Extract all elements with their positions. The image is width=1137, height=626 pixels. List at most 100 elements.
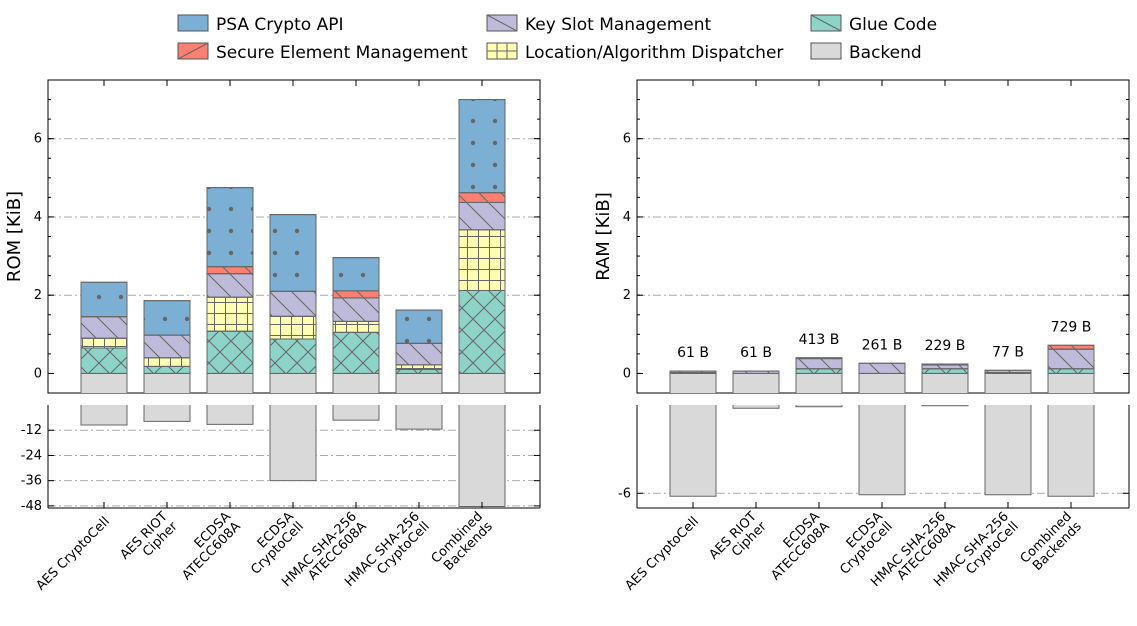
bar-annotation: 77 B [992, 344, 1024, 360]
legend-item-dispatch: Location/Algorithm Dispatcher [486, 42, 783, 63]
bar-annotation: 61 B [677, 345, 709, 361]
legend: PSA Crypto API Key Slot Management Glue … [177, 14, 937, 63]
bar-backend-ecdsa-atecc608a-lower [207, 405, 253, 425]
bar-backend-ecdsa-atecc608a-lower [796, 405, 842, 407]
bar-key-slot-management-aes-riot-cipher-hatch [143, 334, 191, 359]
y-tick-label: 0 [34, 366, 42, 381]
bar-backend-hmac-sha-256-cryptocell-upper [985, 373, 1031, 393]
bar-backend-hmac-sha-256-cryptocell-lower [396, 405, 442, 430]
bar-location-algorithm-dispatcher-hmac-sha-256-cryptocell-hatch [395, 364, 443, 371]
bar-key-slot-management-hmac-sha-256-atecc608a-hatch [332, 297, 380, 322]
bar-key-slot-management-hmac-sha-256-cryptocell-hatch [984, 369, 1032, 374]
bar-secure-element-management-ecdsa-atecc608a-hatch [795, 357, 843, 360]
bar-glue-code-combined-backends-hatch [458, 289, 506, 374]
bar-secure-element-management-hmac-sha-256-atecc608a-hatch [332, 290, 380, 299]
legend-label-dispatch: Location/Algorithm Dispatcher [525, 43, 783, 63]
bar-backend-hmac-sha-256-atecc608a-outline [332, 405, 380, 421]
bar-backend-hmac-sha-256-cryptocell-outline [984, 405, 1032, 496]
bar-key-slot-management-hmac-sha-256-cryptocell-hatch [395, 342, 443, 366]
bar-backend-hmac-sha-256-atecc608a-outline [921, 405, 969, 407]
bar-backend-aes-riot-cipher-outline [732, 405, 780, 409]
bar-backend-hmac-sha-256-atecc608a-upper [333, 373, 379, 393]
bar-glue-code-aes-riot-cipher-hatch [143, 365, 191, 374]
y-tick-label: -48 [21, 499, 42, 514]
legend-item-ksm: Key Slot Management [486, 14, 712, 35]
bar-secure-element-management-combined-backends-hatch [1047, 344, 1095, 350]
bar-psa-crypto-api-hmac-sha-256-cryptocell-hatch [395, 309, 443, 344]
bar-backend-hmac-sha-256-atecc608a-upper [922, 373, 968, 393]
bar-glue-code-ecdsa-cryptocell-hatch [269, 338, 317, 374]
bar-key-slot-management-combined-backends-hatch [458, 201, 506, 231]
bar-backend-aes-cryptocell-lower [670, 405, 716, 497]
bar-backend-hmac-sha-256-atecc608a-lower [333, 405, 379, 421]
y-tick-label: 2 [623, 288, 631, 303]
bar-psa-crypto-api-ecdsa-atecc608a-hatch [206, 187, 254, 268]
bar-backend-aes-cryptocell-lower [81, 405, 127, 425]
bar-backend-ecdsa-atecc608a-upper [796, 373, 842, 393]
x-tick-label: CombinedBackends [429, 509, 496, 576]
bar-backend-combined-backends-lower [459, 405, 505, 507]
bar-secure-element-management-combined-backends-hatch [458, 192, 506, 203]
panel-rom-kib: 0 2 4 6 -12 -24 -36 -48 ROM [KiB] AES CryptoCell A… [4, 79, 541, 594]
bar-key-slot-management-aes-cryptocell-hatch [80, 316, 128, 339]
y-tick-label: -24 [21, 448, 42, 463]
legend-hatch-glue [810, 14, 842, 32]
bar-annotation: 729 B [1051, 319, 1092, 335]
legend-item-psa: PSA Crypto API [177, 14, 343, 35]
bar-backend-ecdsa-cryptocell-outline [858, 405, 906, 496]
x-tick-label: AES RIOTCipher [117, 509, 181, 573]
legend-label-psa: PSA Crypto API [216, 15, 343, 35]
y-tick-label: 0 [623, 366, 631, 381]
bar-backend-aes-riot-cipher-outline [143, 405, 191, 422]
bar-backend-aes-riot-cipher-upper [733, 373, 779, 393]
legend-item-backend: Backend [810, 42, 922, 63]
y-axis-label: RAM [KiB] [593, 192, 614, 281]
bar-backend-aes-riot-cipher-upper [144, 373, 190, 393]
legend-label-backend: Backend [849, 43, 922, 63]
bar-key-slot-management-ecdsa-atecc608a-hatch [206, 273, 254, 298]
legend-label-glue: Glue Code [849, 15, 937, 35]
bar-glue-code-combined-backends-hatch [1047, 368, 1095, 374]
bar-psa-crypto-api-ecdsa-cryptocell-hatch [269, 214, 317, 292]
bar-annotation: 261 B [862, 337, 903, 353]
x-tick-label: CombinedBackends [1018, 509, 1085, 576]
x-tick-label: AES CryptoCell [33, 514, 112, 593]
bar-backend-combined-backends-upper [459, 373, 505, 393]
legend-label-sem: Secure Element Management [216, 43, 468, 63]
bar-annotation: 413 B [799, 332, 840, 348]
bar-location-algorithm-dispatcher-combined-backends-hatch [458, 229, 506, 291]
bar-psa-crypto-api-aes-riot-cipher-hatch [143, 300, 191, 336]
legend-label-ksm: Key Slot Management [525, 15, 712, 35]
bar-glue-code-hmac-sha-256-atecc608a-hatch [921, 368, 969, 374]
bar-backend-ecdsa-cryptocell-lower [270, 405, 316, 481]
bar-key-slot-management-hmac-sha-256-atecc608a-hatch [921, 364, 969, 370]
y-tick-label: 6 [623, 132, 631, 147]
bar-backend-aes-cryptocell-upper [670, 373, 716, 393]
bar-backend-hmac-sha-256-cryptocell-lower [985, 405, 1031, 495]
y-axis-label: ROM [KiB] [4, 191, 25, 282]
bar-location-algorithm-dispatcher-ecdsa-atecc608a-hatch [206, 296, 254, 332]
bar-backend-aes-cryptocell-upper [81, 373, 127, 393]
legend-item-sem: Secure Element Management [177, 42, 468, 63]
bar-backend-aes-cryptocell-outline [669, 405, 717, 497]
x-tick-label: AES CryptoCell [622, 514, 701, 593]
bar-backend-ecdsa-cryptocell-lower [859, 405, 905, 495]
bar-backend-ecdsa-atecc608a-outline [795, 405, 843, 408]
bar-location-algorithm-dispatcher-aes-cryptocell-hatch [80, 337, 128, 349]
bar-location-algorithm-dispatcher-aes-riot-cipher-hatch [143, 357, 191, 367]
bar-backend-hmac-sha-256-cryptocell-upper [396, 373, 442, 393]
bar-secure-element-management-ecdsa-atecc608a-hatch [206, 266, 254, 275]
bar-backend-aes-cryptocell-outline [80, 405, 128, 426]
y-tick-label: 2 [34, 288, 42, 303]
bar-key-slot-management-ecdsa-cryptocell-hatch [858, 362, 906, 374]
x-tick-label-line: AES CryptoCell [622, 514, 701, 593]
x-tick-label: AES RIOTCipher [706, 509, 770, 573]
bar-backend-aes-riot-cipher-lower [144, 405, 190, 422]
bar-glue-code-ecdsa-atecc608a-hatch [206, 330, 254, 374]
bar-backend-ecdsa-atecc608a-upper [207, 373, 253, 393]
y-tick-label: -12 [21, 423, 42, 438]
legend-hatch-ksm [486, 14, 518, 32]
bar-backend-ecdsa-cryptocell-upper [859, 373, 905, 393]
x-tick-label: ECDSAATECC608A [759, 509, 833, 583]
